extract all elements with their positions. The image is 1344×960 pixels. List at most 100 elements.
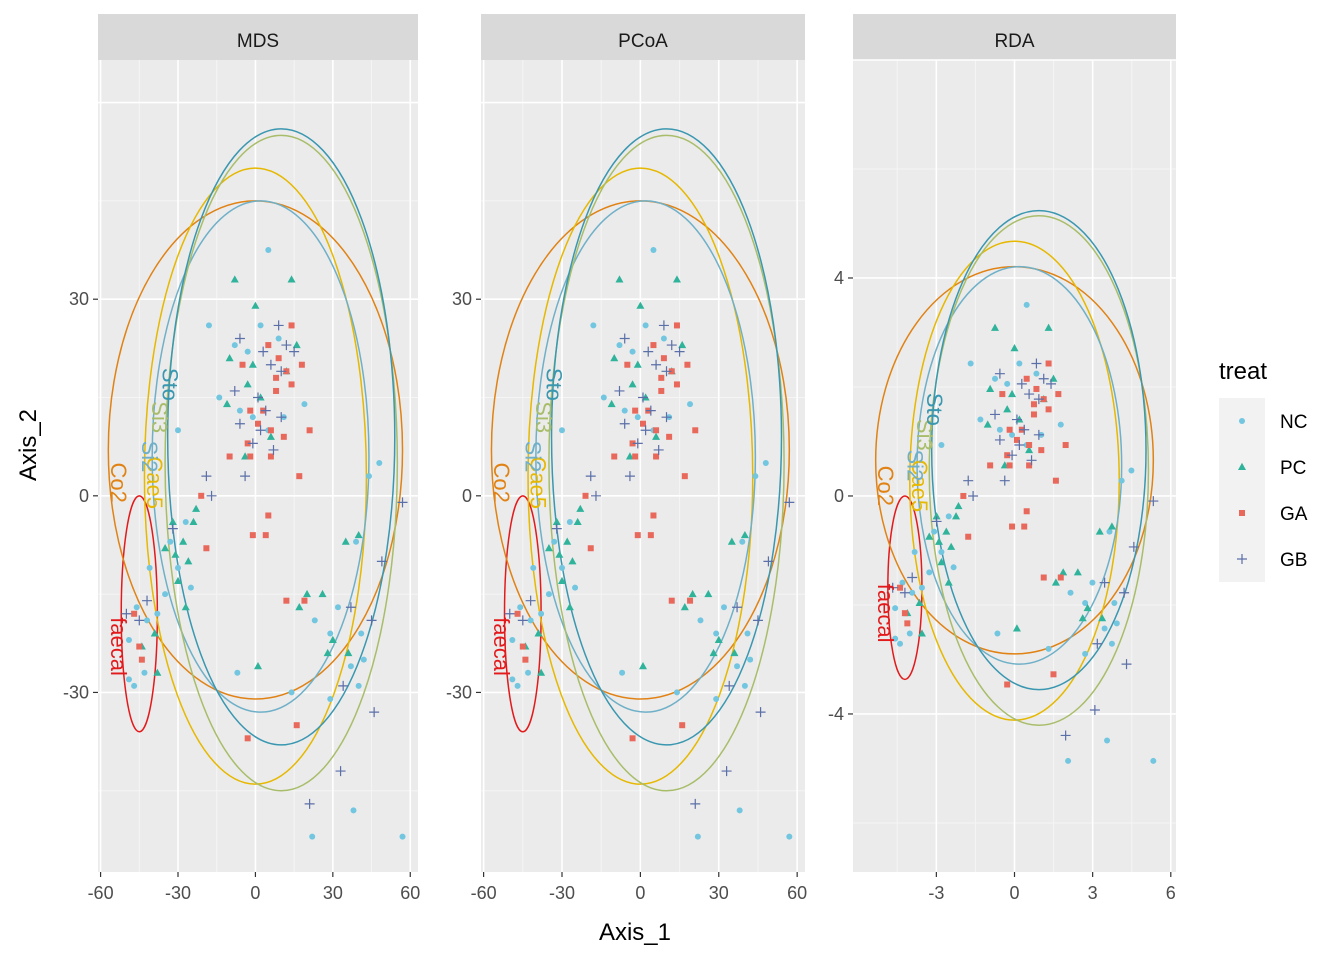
point-pc xyxy=(1073,568,1082,576)
point-nc xyxy=(741,682,748,689)
point-nc xyxy=(734,663,741,670)
point-ga xyxy=(692,427,699,434)
point-pc xyxy=(344,648,353,657)
point-nc xyxy=(288,689,295,696)
legend-key-ga xyxy=(1239,510,1245,516)
point-pc xyxy=(714,635,723,643)
point-gb xyxy=(999,475,1010,486)
point-pc xyxy=(563,537,572,545)
point-gb xyxy=(338,680,349,691)
point-ga xyxy=(522,656,529,663)
point-ga xyxy=(1026,462,1033,469)
point-pc xyxy=(727,537,736,545)
point-pc xyxy=(292,340,301,349)
point-pc xyxy=(328,635,337,643)
point-nc xyxy=(892,605,899,612)
point-gb xyxy=(752,615,763,626)
facet-strip xyxy=(853,14,1176,60)
point-nc xyxy=(747,656,754,663)
point-nc xyxy=(231,342,238,349)
point-pc xyxy=(607,399,616,408)
point-nc xyxy=(205,322,212,329)
point-ga xyxy=(136,643,143,650)
point-nc xyxy=(275,335,282,342)
y-tick-label: 0 xyxy=(462,486,472,506)
point-nc xyxy=(752,473,759,480)
point-nc xyxy=(559,564,565,571)
point-ga xyxy=(519,643,526,650)
point-gb xyxy=(201,471,212,482)
point-nc xyxy=(559,427,565,434)
point-ga xyxy=(267,453,274,460)
point-nc xyxy=(619,669,626,676)
point-nc xyxy=(1089,579,1096,586)
point-pc xyxy=(672,275,681,283)
point-gb xyxy=(931,516,942,527)
point-gb xyxy=(551,523,562,534)
group-label-si3: Si3 xyxy=(912,419,937,451)
point-nc xyxy=(938,549,945,556)
point-nc xyxy=(650,247,657,254)
point-pc xyxy=(1051,578,1060,586)
point-nc xyxy=(739,538,746,545)
legend-label: GB xyxy=(1280,550,1307,571)
point-ga xyxy=(1055,391,1062,398)
point-ga xyxy=(1040,574,1047,581)
point-pc xyxy=(254,662,262,670)
point-gb xyxy=(887,582,898,593)
point-gb xyxy=(265,359,276,370)
point-nc xyxy=(162,591,169,598)
point-gb xyxy=(784,497,795,508)
point-gb xyxy=(1046,378,1057,389)
x-tick-label: 30 xyxy=(323,883,343,903)
point-nc xyxy=(996,426,1003,433)
group-label-sto: Sto xyxy=(541,368,566,401)
legend-title: treat xyxy=(1219,358,1267,385)
point-gb xyxy=(624,471,635,482)
point-pc xyxy=(303,589,312,598)
point-pc xyxy=(1059,568,1068,576)
point-nc xyxy=(931,528,938,535)
point-pc xyxy=(576,504,585,512)
point-pc xyxy=(323,648,332,657)
point-nc xyxy=(1067,589,1074,596)
point-gb xyxy=(963,475,974,486)
point-nc xyxy=(572,584,579,591)
point-nc xyxy=(175,427,181,434)
point-ga xyxy=(267,427,274,434)
point-gb xyxy=(585,471,596,482)
point-ga xyxy=(273,374,280,381)
point-ga xyxy=(650,512,657,519)
point-gb xyxy=(690,798,701,809)
point-pc xyxy=(1025,445,1034,454)
point-nc xyxy=(713,630,720,637)
point-nc xyxy=(906,630,913,637)
y-tick-label: -30 xyxy=(446,682,472,702)
point-nc xyxy=(994,630,1001,637)
point-ga xyxy=(198,492,205,499)
point-nc xyxy=(125,676,132,683)
point-pc xyxy=(168,517,177,526)
point-nc xyxy=(600,394,607,401)
point-pc xyxy=(1098,614,1107,622)
point-ga xyxy=(255,420,261,427)
point-ga xyxy=(265,342,272,349)
point-nc xyxy=(249,414,256,421)
group-label-sto: Sto xyxy=(922,393,947,426)
x-tick-label: 60 xyxy=(787,883,807,903)
point-nc xyxy=(1033,370,1040,377)
point-ga xyxy=(1050,671,1057,678)
point-pc xyxy=(534,629,543,637)
point-nc xyxy=(144,617,151,624)
point-pc xyxy=(636,301,645,309)
legend-label: NC xyxy=(1280,412,1307,433)
point-gb xyxy=(661,412,672,423)
point-nc xyxy=(977,416,984,423)
point-nc xyxy=(376,460,383,467)
point-ga xyxy=(1030,411,1037,418)
point-nc xyxy=(697,617,704,624)
point-nc xyxy=(687,401,694,408)
point-pc xyxy=(230,275,239,283)
point-pc xyxy=(184,557,193,565)
